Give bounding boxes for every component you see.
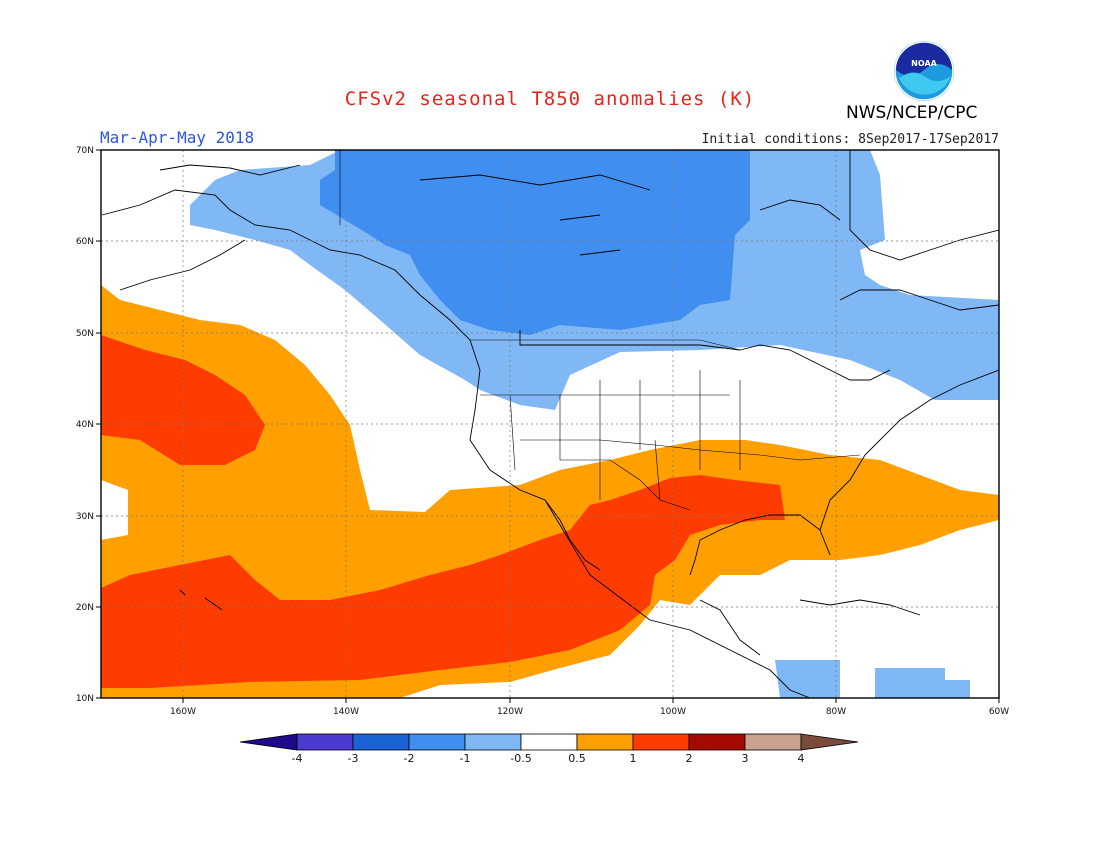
- anomaly-region-red-subtropics: [101, 475, 785, 688]
- colorbar-swatch-2: [352, 733, 410, 751]
- colorbar-label: 4: [798, 752, 805, 765]
- lat-label-70n: 70N: [76, 146, 94, 156]
- lon-label-140w: 140W: [333, 707, 359, 717]
- colorbar-swatch-3: [408, 733, 466, 751]
- initial-conditions-label: Initial conditions: 8Sep2017-17Sep2017: [701, 132, 999, 147]
- colorbar-label: -3: [348, 752, 359, 765]
- anomaly-shading: [101, 150, 999, 698]
- anomaly-region-light-blue-south: [775, 660, 840, 698]
- lat-label-20n: 20N: [76, 603, 94, 613]
- colorbar-label: 0.5: [568, 752, 586, 765]
- noaa-logo-text: NOAA: [911, 59, 937, 68]
- colorbar-swatch-10: [800, 733, 859, 751]
- noaa-logo-icon: NOAA: [894, 41, 954, 101]
- lat-label-60n: 60N: [76, 237, 94, 247]
- colorbar-label: 3: [742, 752, 749, 765]
- lon-label-120w: 120W: [497, 707, 523, 717]
- colorbar-label: 1: [630, 752, 637, 765]
- anomaly-region-medium-blue: [320, 150, 750, 335]
- colorbar-label: -1: [460, 752, 471, 765]
- colorbar-label: 2: [686, 752, 693, 765]
- colorbar-swatch-7: [632, 733, 690, 751]
- colorbar-swatch-0: [239, 733, 298, 751]
- political-borders: [339, 150, 861, 511]
- axis-ticks: [96, 149, 1000, 703]
- lat-label-30n: 30N: [76, 512, 94, 522]
- lat-label-40n: 40N: [76, 420, 94, 430]
- agency-label: NWS/NCEP/CPC: [846, 103, 978, 123]
- lat-label-10n: 10N: [76, 694, 94, 704]
- colorbar-swatch-4: [464, 733, 522, 751]
- lat-label-50n: 50N: [76, 329, 94, 339]
- colorbar-swatch-8: [688, 733, 746, 751]
- map-title: CFSv2 seasonal T850 anomalies (K): [344, 88, 756, 110]
- colorbar-swatch-5: [520, 733, 578, 751]
- colorbar-label: -4: [292, 752, 303, 765]
- colorbar-swatch-6: [576, 733, 634, 751]
- anomaly-region-light-blue-caribbean: [875, 668, 970, 698]
- colorbar-swatch-1: [296, 733, 354, 751]
- lon-label-160w: 160W: [170, 707, 196, 717]
- colorbar-label: -2: [404, 752, 415, 765]
- lon-label-100w: 100W: [660, 707, 686, 717]
- coastlines: [101, 150, 999, 698]
- lon-label-60w: 60W: [989, 707, 1009, 717]
- colorbar-swatch-9: [744, 733, 802, 751]
- lon-label-80w: 80W: [826, 707, 846, 717]
- anomaly-region-orange: [101, 285, 999, 698]
- colorbar: [239, 733, 859, 751]
- graticule: [101, 150, 999, 698]
- season-label: Mar-Apr-May 2018: [100, 128, 255, 147]
- colorbar-label: -0.5: [510, 752, 531, 765]
